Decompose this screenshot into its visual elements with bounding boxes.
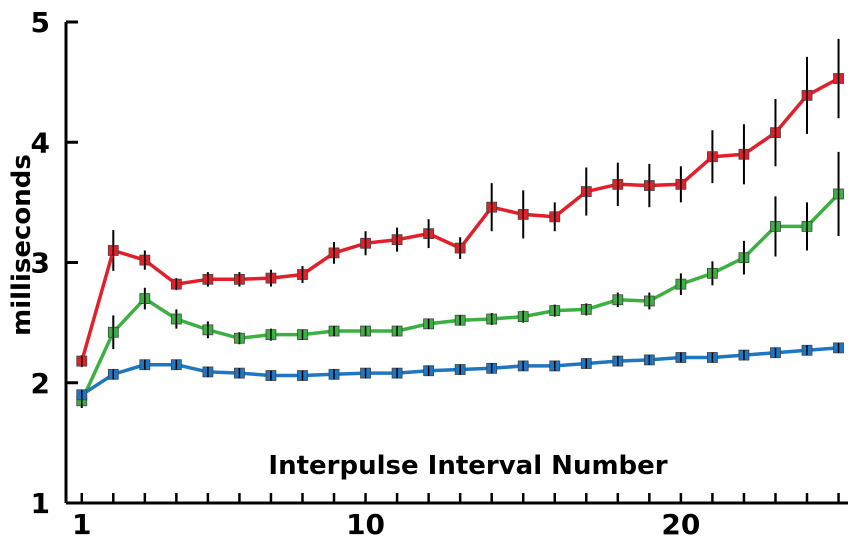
x-tick-label: 1 [72,508,91,537]
series-1 [76,151,844,409]
series-2 [76,342,844,401]
x-ticks: 1 10 20 [72,493,840,537]
x-axis-label: Interpulse Interval Number [268,451,667,481]
x-tick-label: 10 [346,508,385,537]
series-0 [76,38,844,368]
y-axis-label: milliseconds [7,154,37,336]
series-layer [76,38,844,409]
y-ticks: 1 2 3 4 5 [31,6,78,520]
y-tick-label: 4 [31,126,50,159]
y-tick-label: 5 [31,6,50,39]
y-tick-label: 1 [31,487,50,520]
y-tick-label: 2 [31,367,50,400]
y-tick-label: 3 [31,247,50,280]
x-tick-label: 20 [661,508,700,537]
